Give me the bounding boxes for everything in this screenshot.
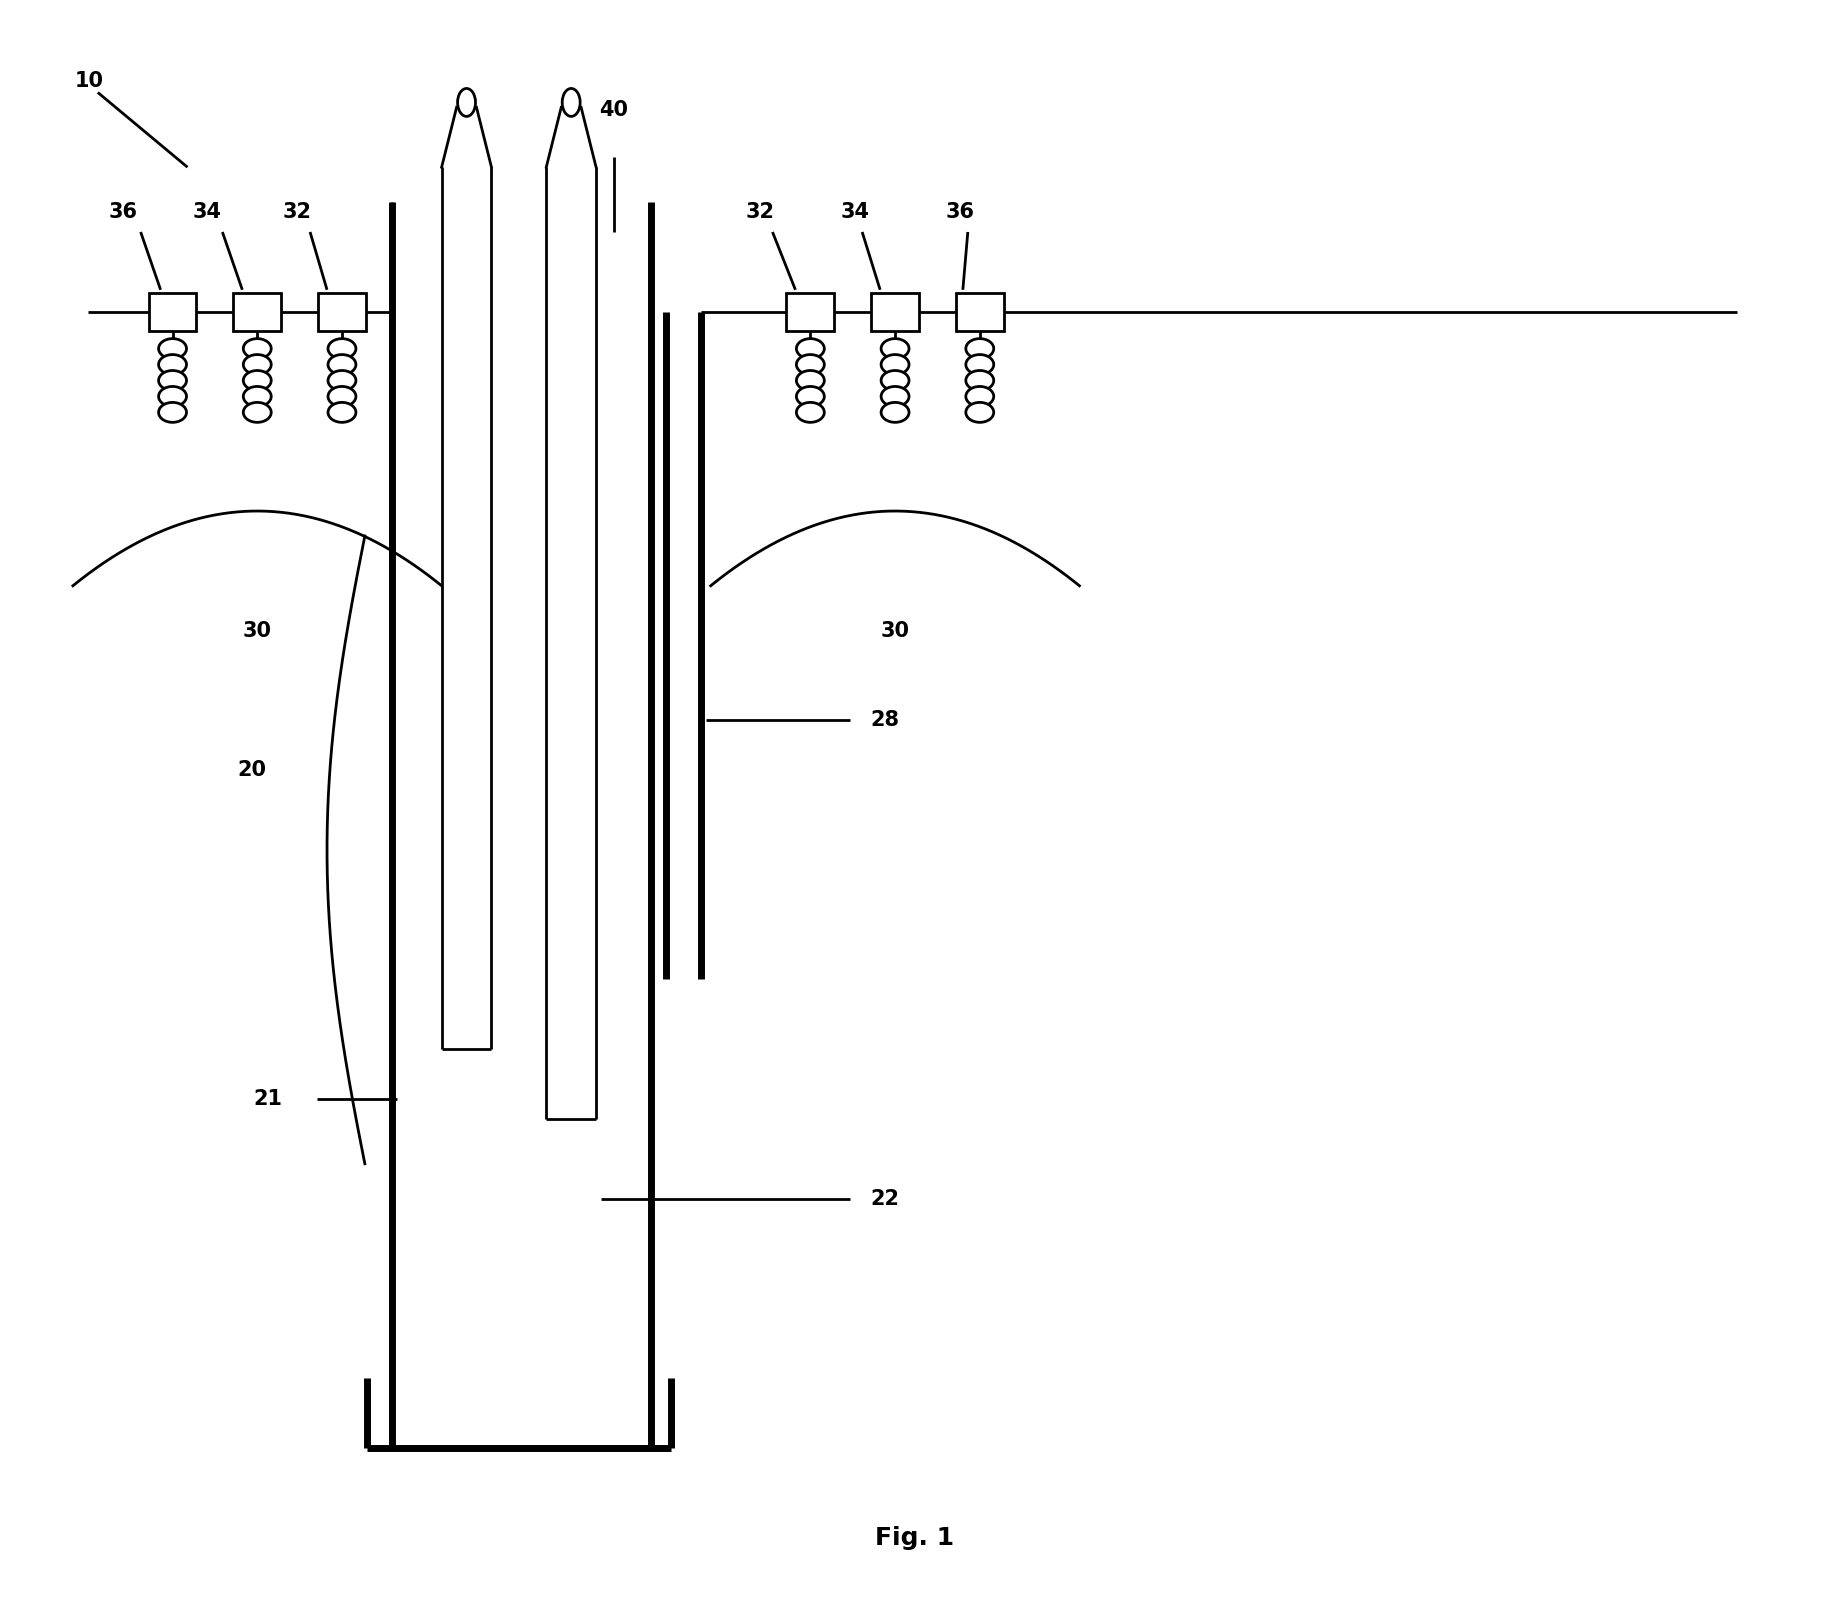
Ellipse shape — [328, 386, 355, 407]
Ellipse shape — [458, 89, 476, 117]
Text: 22: 22 — [869, 1189, 899, 1208]
Text: 10: 10 — [75, 70, 104, 91]
Ellipse shape — [966, 386, 994, 407]
Ellipse shape — [328, 355, 355, 375]
Ellipse shape — [328, 370, 355, 391]
Ellipse shape — [796, 339, 824, 358]
Ellipse shape — [966, 402, 994, 422]
Ellipse shape — [328, 339, 355, 358]
Ellipse shape — [880, 386, 910, 407]
Ellipse shape — [796, 386, 824, 407]
Text: 30: 30 — [880, 621, 910, 641]
Ellipse shape — [966, 339, 994, 358]
Ellipse shape — [243, 339, 271, 358]
Ellipse shape — [159, 402, 187, 422]
Ellipse shape — [796, 402, 824, 422]
Text: 20: 20 — [238, 761, 267, 780]
Bar — [871, 294, 919, 331]
Text: 21: 21 — [253, 1088, 282, 1109]
Text: Fig. 1: Fig. 1 — [875, 1526, 955, 1549]
Text: 34: 34 — [192, 203, 221, 222]
Bar — [234, 294, 282, 331]
Ellipse shape — [159, 339, 187, 358]
Ellipse shape — [243, 355, 271, 375]
Ellipse shape — [159, 386, 187, 407]
Text: 32: 32 — [282, 203, 311, 222]
Text: 30: 30 — [243, 621, 273, 641]
Text: 34: 34 — [840, 203, 869, 222]
Text: 36: 36 — [946, 203, 974, 222]
Ellipse shape — [243, 402, 271, 422]
Ellipse shape — [159, 355, 187, 375]
Ellipse shape — [562, 89, 580, 117]
Ellipse shape — [328, 402, 355, 422]
Text: 40: 40 — [600, 101, 628, 120]
Ellipse shape — [796, 370, 824, 391]
Bar — [787, 294, 834, 331]
Ellipse shape — [966, 355, 994, 375]
Text: 36: 36 — [108, 203, 137, 222]
Ellipse shape — [243, 386, 271, 407]
Bar — [318, 294, 366, 331]
Ellipse shape — [880, 370, 910, 391]
Text: 32: 32 — [747, 203, 776, 222]
Bar — [148, 294, 196, 331]
Ellipse shape — [796, 355, 824, 375]
Bar — [955, 294, 1003, 331]
Ellipse shape — [880, 402, 910, 422]
Ellipse shape — [159, 370, 187, 391]
Ellipse shape — [880, 355, 910, 375]
Ellipse shape — [880, 339, 910, 358]
Text: 28: 28 — [869, 710, 899, 730]
Ellipse shape — [966, 370, 994, 391]
Ellipse shape — [243, 370, 271, 391]
